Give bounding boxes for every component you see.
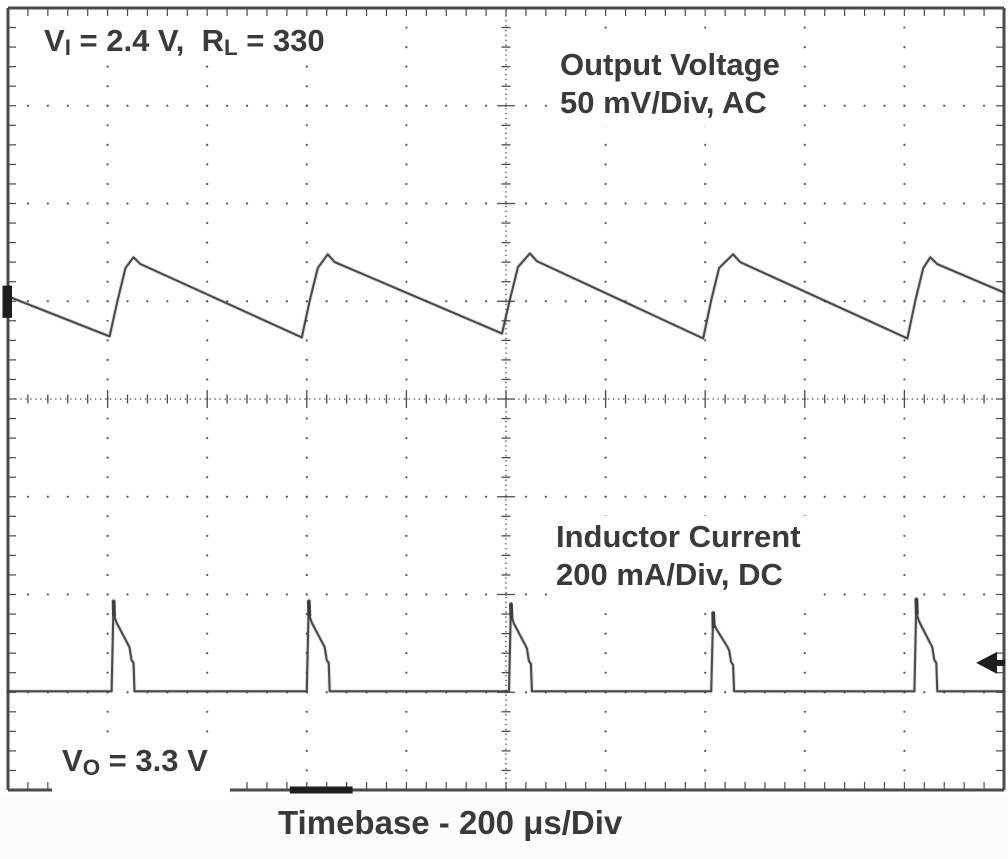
label-output-condition: VO = 3.3 V	[52, 738, 230, 802]
oscilloscope-screenshot: VI = 2.4 V, RL = 330 Output Voltage 50 m…	[2, 6, 1006, 794]
output-voltage-title: Output Voltage	[560, 47, 780, 82]
timebase-caption-text: Timebase - 200 μs/Div	[278, 804, 623, 841]
vout-text-end: = 3.3 V	[100, 743, 208, 778]
conditions-sub-i: I	[64, 35, 71, 61]
inductor-current-scale: 200 mA/Div, DC	[556, 556, 783, 592]
conditions-text-end: = 330	[237, 23, 325, 58]
inductor-current-title: Inductor Current	[556, 519, 801, 554]
output-voltage-scale: 50 mV/Div, AC	[560, 84, 767, 120]
conditions-sub-l: L	[223, 35, 238, 61]
vout-sub-o: O	[82, 755, 101, 781]
oscilloscope-plot	[2, 6, 1006, 794]
label-inductor-current: Inductor Current 200 mA/Div, DC	[548, 516, 815, 598]
label-input-conditions: VI = 2.4 V, RL = 330	[38, 20, 335, 64]
vout-text: V	[62, 743, 83, 778]
conditions-text-mid: = 2.4 V, R	[70, 23, 224, 58]
conditions-text: V	[44, 23, 65, 58]
timebase-caption: Timebase - 200 μs/Div	[0, 804, 1008, 842]
label-output-voltage: Output Voltage 50 mV/Div, AC	[552, 44, 794, 126]
